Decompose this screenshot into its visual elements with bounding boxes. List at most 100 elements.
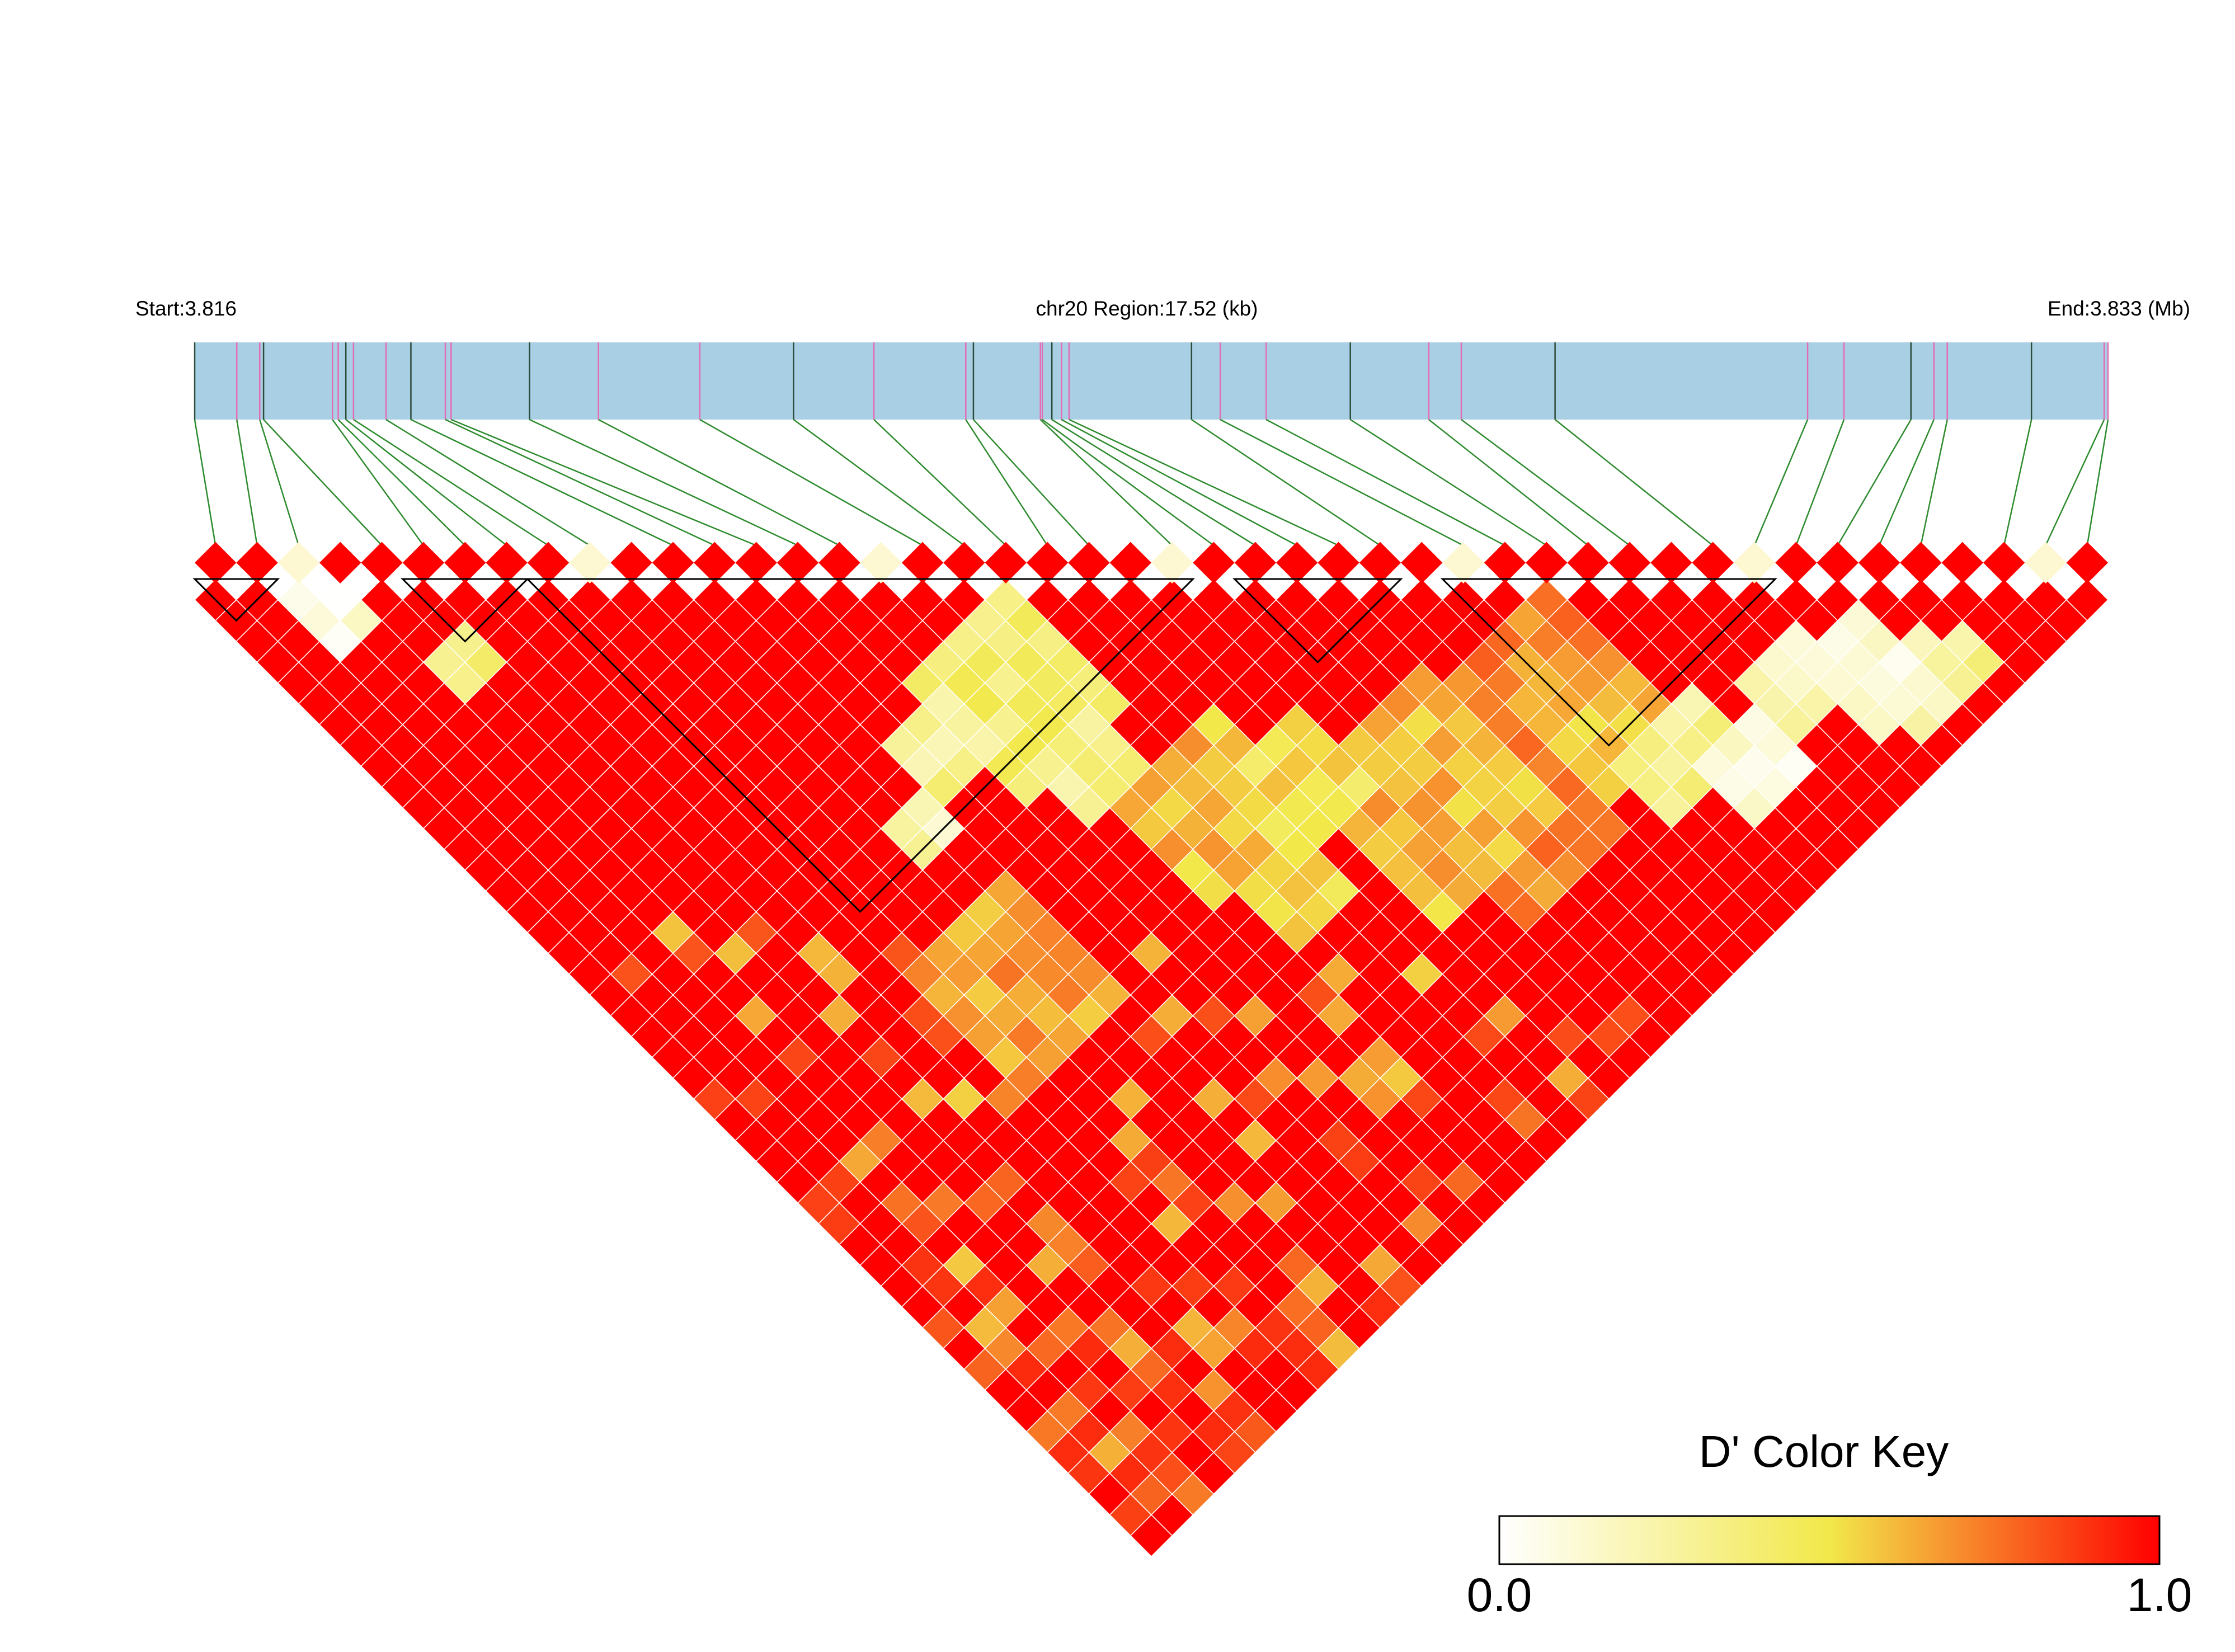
snp-connector-line — [1265, 418, 1505, 547]
snp-connector-line — [1039, 419, 1173, 546]
snp-marker-diamond — [610, 542, 652, 583]
snp-connector-line — [1428, 419, 1589, 546]
snp-marker-diamond — [1608, 542, 1651, 583]
snp-marker-diamond — [1567, 542, 1609, 583]
snp-connector-line — [1753, 419, 1809, 546]
snp-marker-diamond — [569, 542, 611, 583]
snp-connector-line — [1061, 418, 1297, 547]
snp-marker-diamond — [985, 542, 1027, 583]
haplotype-block-outline — [1440, 578, 1777, 747]
snp-marker-diamond — [2025, 542, 2067, 583]
color-key-max-label: 1.0 — [2127, 1569, 2192, 1621]
snp-connector-line — [332, 419, 424, 546]
snp-marker-diamond — [1276, 542, 1318, 583]
snp-connector-line — [353, 418, 549, 547]
snp-connector-line — [259, 419, 300, 546]
snp-connector-line — [337, 419, 466, 546]
snp-marker-diamond — [1900, 542, 1942, 583]
haplotype-block-outline — [525, 578, 1195, 913]
snp-connector-line — [450, 418, 757, 547]
color-key-title: D' Color Key — [1699, 1427, 1949, 1476]
snp-marker-diamond — [1234, 542, 1277, 583]
snp-connector-line — [965, 419, 1048, 546]
snp-connector-line — [598, 418, 840, 547]
snp-marker-diamond — [1858, 542, 1900, 583]
snp-marker-diamond — [1151, 542, 1193, 583]
snp-connector-line — [1051, 418, 1256, 547]
snp-marker-diamond — [1733, 542, 1776, 583]
snp-marker-diamond — [402, 542, 445, 583]
snp-connector-line — [385, 418, 590, 547]
region-title: chr20 Region:17.52 (kb) — [1036, 297, 1258, 320]
snp-connector-line — [345, 419, 507, 546]
snp-marker-diamond — [2066, 542, 2108, 583]
snp-connector-line — [2045, 419, 2105, 546]
snp-marker-diamond — [1109, 542, 1151, 583]
region-start-label: Start:3.816 — [135, 297, 237, 320]
snp-connector-line — [973, 419, 1090, 546]
snp-connector-line — [699, 418, 923, 547]
snp-marker-diamond — [1026, 542, 1069, 583]
snp-marker-diamond — [735, 542, 777, 583]
snp-connector-line — [873, 419, 1006, 546]
snp-marker-diamond — [1068, 542, 1110, 583]
snp-connector-line — [1554, 419, 1714, 546]
snp-marker-diamond — [1983, 542, 2025, 583]
snp-connector-line — [1350, 418, 1547, 547]
snp-marker-diamond — [1401, 542, 1443, 583]
snp-connector-line — [1191, 418, 1381, 547]
snp-connector-line — [1920, 419, 1948, 546]
snp-marker-diamond — [361, 542, 403, 583]
snp-connector-line — [793, 418, 965, 547]
snp-marker-diamond — [652, 542, 694, 583]
chromosome-region-bar — [195, 342, 2108, 420]
snp-connector-line — [1795, 419, 1845, 546]
color-key: D' Color Key 0.0 1.0 — [1467, 1427, 2192, 1621]
snp-connector-line — [2086, 419, 2109, 546]
snp-marker-diamond — [1484, 542, 1526, 583]
snp-marker-diamond — [777, 542, 819, 583]
snp-connector-line — [263, 419, 383, 546]
haplotype-block-outline — [1232, 578, 1403, 663]
snp-marker-diamond — [1318, 542, 1359, 583]
snp-marker-diamond — [901, 542, 944, 583]
snp-marker-diamond — [943, 542, 985, 583]
snp-marker-diamond — [195, 542, 237, 583]
snp-marker-diamond — [1193, 542, 1235, 583]
snp-connector-line — [1878, 419, 1935, 546]
snp-marker-diamond — [444, 542, 486, 583]
snp-marker-diamond — [1817, 542, 1858, 583]
snp-marker-diamond — [1526, 542, 1568, 583]
snp-marker-diamond — [527, 542, 570, 583]
snp-marker-diamond — [319, 542, 361, 583]
snp-marker-diamond — [1775, 542, 1817, 583]
snp-connector-line — [410, 418, 674, 547]
haplotype-block-outlines — [192, 578, 1777, 913]
snp-marker-diamond — [1442, 542, 1484, 583]
snp-connector-line — [1042, 418, 1215, 547]
snp-connector-line — [1220, 418, 1464, 547]
snp-connector-line — [445, 418, 715, 547]
color-key-min-label: 0.0 — [1467, 1569, 1532, 1621]
snp-connector-line — [194, 419, 217, 546]
ld-cell — [2065, 578, 2109, 622]
snp-marker-diamond — [1941, 542, 1983, 583]
haplotype-block-outline — [401, 578, 530, 643]
snp-marker-diamond — [694, 542, 736, 583]
snp-connector-line — [529, 418, 798, 547]
snp-connector-line — [2003, 419, 2032, 546]
snp-marker-diamond — [1359, 542, 1401, 583]
snp-marker-diamond — [236, 542, 278, 583]
ld-heatmap-cells — [194, 542, 2109, 1557]
snp-marker-diamond — [1650, 542, 1692, 583]
haplotype-block-outline — [192, 578, 280, 622]
snp-marker-diamond — [486, 542, 528, 583]
snp-connector-line — [236, 419, 258, 546]
snp-connector-lines — [194, 418, 2109, 547]
snp-marker-diamond — [860, 542, 902, 583]
snp-marker-diamond — [1692, 542, 1734, 583]
snp-connector-line — [1837, 419, 1912, 546]
snp-connector-line — [1461, 418, 1630, 547]
snp-marker-diamond — [818, 542, 860, 583]
